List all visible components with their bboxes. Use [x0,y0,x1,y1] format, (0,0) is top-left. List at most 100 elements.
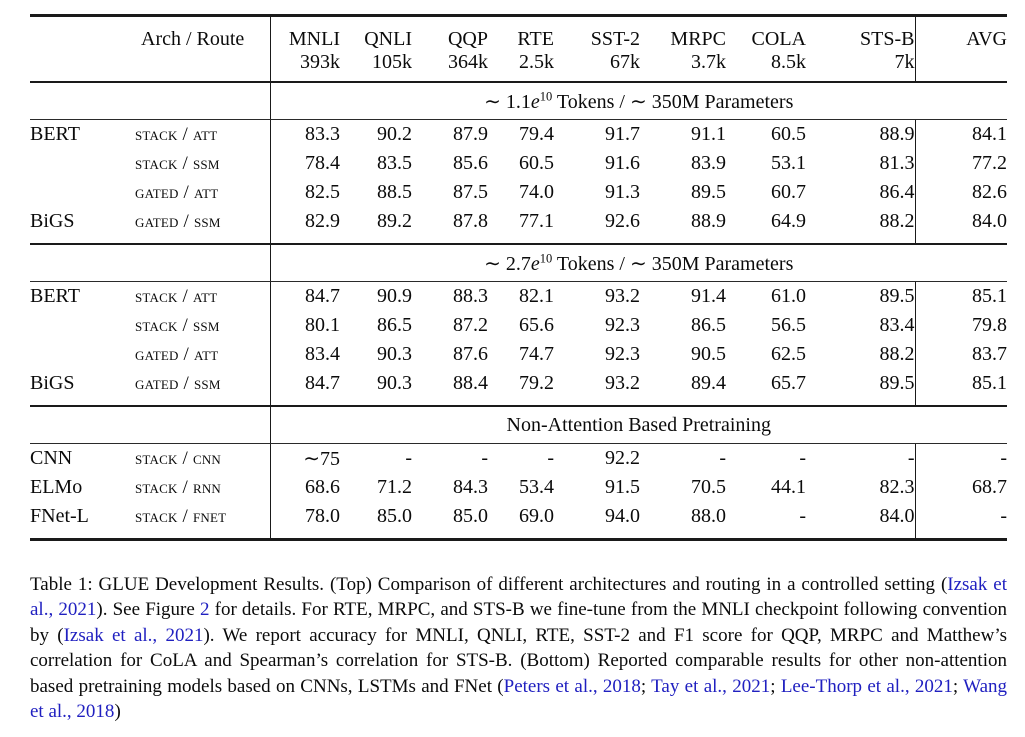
col-header-qnli: QNLI [340,14,412,51]
avg-cell: 83.7 [972,343,1007,365]
score-cell: - [481,447,488,469]
caption-text: ; [770,675,781,697]
score-cell: - [806,443,916,473]
band-text: Non-Attention Based Pretraining [506,413,771,436]
col-header-qqp: QQP [412,14,488,51]
score-cell: 56.5 [771,314,806,336]
score-cell: 53.4 [519,476,554,498]
score-cell: 88.4 [412,369,488,407]
score-cell: 93.2 [554,369,640,407]
avg-cell: 77.2 [972,152,1007,174]
col-header-mrpc: MRPC [640,14,726,51]
score-cell: 87.2 [453,314,488,336]
score-cell: 70.5 [691,476,726,498]
caption-text: Table 1: GLUE Development Results. (Top)… [30,574,948,595]
band-exponent: 10 [539,250,553,265]
score-cell: 53.1 [771,152,806,174]
section-band-label: Non-Attention Based Pretraining [270,406,1007,444]
col-header-cola: COLA [726,14,806,51]
route-cell: STACK / CNN [135,443,271,473]
route-cell: GATED / ATT [135,178,271,207]
citation-link[interactable]: Lee-Thorp et al., 2021 [780,675,953,697]
avg-cell: 82.6 [972,181,1007,203]
caption-text: ) [114,701,121,723]
model-cell [30,149,135,178]
route-cell: STACK / SSM [135,149,271,178]
avg-cell: 68.7 [972,476,1007,498]
caption-text: for details. For RTE, MRPC, and STS-B we… [30,599,1007,646]
avg-cell: 79.8 [972,314,1007,336]
score-cell: 64.9 [726,207,806,245]
table-row: GATED / ATT 82.5 88.5 87.5 74.0 91.3 89.… [30,178,1007,207]
header-empty-model [30,14,135,51]
section-band: ∼ 1.1e10 Tokens / ∼ 350M Parameters [30,82,1007,120]
citation-link[interactable]: Izsak et al., 2021 [30,574,1007,621]
size-empty-model [30,51,135,83]
avg-cell: - [1000,447,1007,469]
model-cell [30,340,135,369]
score-cell: 94.0 [554,502,640,541]
score-cell: 78.4 [305,152,340,174]
score-cell: 86.4 [806,178,916,207]
score-cell: 90.3 [377,343,412,365]
model-cell: ELMo [30,476,83,498]
score-cell: 65.6 [519,314,554,336]
header-arch-route: Arch / Route [135,14,271,51]
band-text: ∼ 2.7 [484,252,531,275]
citation-link[interactable]: Wang et al., 2018 [30,675,1008,723]
table-row: BERT STACK / ATT 84.7 90.9 88.3 82.1 93.… [30,281,1007,311]
score-cell: 83.4 [305,343,340,365]
glue-results-table: Arch / Route MNLI QNLI QQP RTE SST-2 MRP… [30,14,1007,541]
band-e: e [530,252,540,275]
score-cell: 88.2 [806,340,916,369]
score-cell: 91.6 [605,152,640,174]
score-cell: 83.9 [691,152,726,174]
score-cell: 69.0 [488,502,554,541]
table-row: BiGS GATED / SSM 82.9 89.2 87.8 77.1 92.… [30,207,1007,245]
score-cell: 91.7 [605,123,640,145]
caption-text: ). We report accuracy for MNLI, QNLI, RT… [30,624,1008,697]
score-cell: 71.2 [377,476,412,498]
col-size-qqp: 364k [412,51,488,83]
citation-link[interactable]: Izsak et al., 2021 [63,624,204,646]
score-cell: 92.3 [605,314,640,336]
figure-ref-link[interactable]: 2 [199,599,210,621]
score-cell: - [726,502,806,541]
size-empty-route [135,51,271,83]
score-cell: - [547,447,554,469]
score-cell: 92.3 [605,343,640,365]
model-cell: BiGS [30,207,135,245]
route-cell: GATED / SSM [135,369,271,407]
score-cell: 88.9 [806,119,916,149]
col-size-stsb: 7k [806,51,916,83]
avg-cell: 84.1 [972,123,1007,145]
score-cell: 93.2 [605,285,640,307]
score-cell: 88.0 [640,502,726,541]
table-row: GATED / ATT 83.4 90.3 87.6 74.7 92.3 90.… [30,340,1007,369]
avg-cell: 85.1 [972,285,1007,307]
route-cell: STACK / SSM [135,311,271,340]
score-cell: 86.5 [691,314,726,336]
score-cell: 89.2 [340,207,412,245]
band-e: e [530,90,540,113]
citation-link[interactable]: Peters et al., 2018 [503,675,641,697]
score-cell: 85.6 [453,152,488,174]
score-cell: 81.3 [806,149,916,178]
score-cell: - [405,447,412,469]
col-header-sst2: SST-2 [554,14,640,51]
score-cell: 89.5 [691,181,726,203]
score-cell: 85.0 [412,502,488,541]
score-cell: 65.7 [726,369,806,407]
score-cell: 87.6 [453,343,488,365]
band-text: ∼ 1.1 [484,90,531,113]
col-size-mnli: 393k [270,51,340,83]
col-header-rte: RTE [488,14,554,51]
score-cell: 89.5 [806,281,916,311]
score-cell: 90.3 [340,369,412,407]
caption-text: ). See Figure [96,599,200,621]
citation-link[interactable]: Tay et al., 2021 [651,675,771,697]
score-cell: 88.3 [453,285,488,307]
band-left-spacer [30,244,271,282]
table-row: CNN STACK / CNN ∼75 - - - 92.2 - - - - [30,443,1007,473]
score-cell: 92.2 [605,447,640,469]
